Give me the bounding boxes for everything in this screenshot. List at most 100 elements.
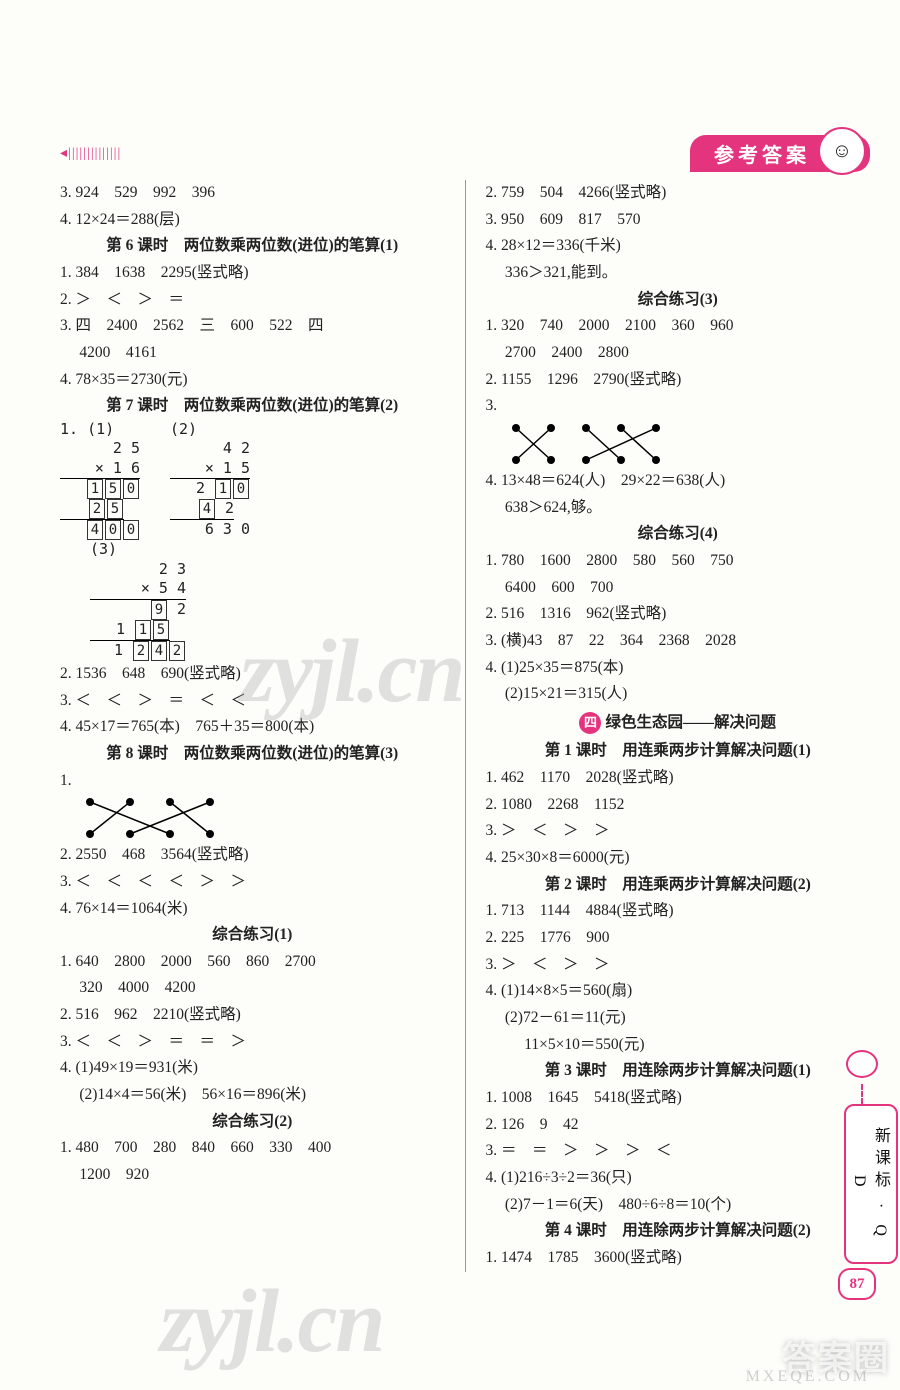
calc-label: (2) <box>170 420 197 438</box>
mascot-icon: ☺ <box>818 127 866 175</box>
side-tab-label: 新课标 · Q D <box>844 1104 898 1264</box>
matching-diagram-4 <box>80 796 230 840</box>
unit-title: 四绿色生态园——解决问题 <box>486 710 871 737</box>
footer-url: MXEQE.COM <box>746 1368 870 1386</box>
answer-line: 1. 462 1170 2028(竖式略) <box>486 765 871 792</box>
page-number: 87 <box>838 1268 876 1300</box>
answer-line: 4. 76×14＝1064(米) <box>60 896 445 923</box>
answer-diagram-label: 1. <box>60 768 445 841</box>
calc-label: (3) <box>90 540 117 558</box>
answer-line: 3. ＞ ＜ ＞ ＞ <box>486 818 871 845</box>
answer-line: 1. 640 2800 2000 560 860 2700 <box>60 949 445 976</box>
answer-line: 2. 516 962 2210(竖式略) <box>60 1002 445 1029</box>
section-title: 综合练习(3) <box>486 287 871 314</box>
watermark: zyjl.cn <box>160 1270 383 1373</box>
calc-partial: 9 2 <box>90 600 186 620</box>
calc-block-1: 1. (1) 2 5 × 1 6 150 25 400 <box>60 420 140 541</box>
answer-line: 3. 四 2400 2562 三 600 522 四 <box>60 313 445 340</box>
calc-mult: × 1 5 <box>170 459 250 480</box>
calc-top: 4 2 <box>170 439 250 459</box>
answer-line: 336＞321,能到。 <box>486 260 871 287</box>
calc-partial: 150 <box>60 479 140 499</box>
left-column: 3. 924 529 992 396 4. 12×24＝288(层) 第 6 课… <box>60 180 459 1272</box>
answer-line: 2. 1536 648 690(竖式略) <box>60 661 445 688</box>
answer-line: 4. (1)14×8×5＝560(扇) <box>486 978 871 1005</box>
answer-line: 2700 2400 2800 <box>486 340 871 367</box>
answer-line: 1. 1474 1785 3600(竖式略) <box>486 1245 871 1272</box>
calc-top: 2 3 <box>90 560 186 580</box>
answer-line: 2. 225 1776 900 <box>486 925 871 952</box>
calc-partial: 1 15 <box>90 620 170 641</box>
answer-line: 4. 28×12＝336(千米) <box>486 233 871 260</box>
header-ornament: ◂|||||||||||||| <box>60 145 121 162</box>
answer-line: 4. 78×35＝2730(元) <box>60 367 445 394</box>
header: ◂|||||||||||||| 参考答案 ☺ <box>60 135 870 169</box>
calc-partial: 2 10 <box>170 479 250 499</box>
matching-diagram-5 <box>506 422 676 466</box>
answer-line: 2. 126 9 42 <box>486 1112 871 1139</box>
calc-top: 2 5 <box>60 439 140 459</box>
calc-sum: 1 242 <box>90 641 186 661</box>
answer-line: 3. ＞ ＜ ＞ ＞ <box>486 952 871 979</box>
answer-line: 11×5×10＝550(元) <box>486 1032 871 1059</box>
unit-badge: 四 <box>579 712 601 734</box>
answer-line: 2. ＞ ＜ ＞ ＝ <box>60 287 445 314</box>
answer-line: (2)14×4＝56(米) 56×16＝896(米) <box>60 1082 445 1109</box>
answer-line: 6400 600 700 <box>486 575 871 602</box>
answer-line: 320 4000 4200 <box>60 975 445 1002</box>
answer-diagram-label: 3. <box>486 393 871 466</box>
answer-line: 2. 516 1316 962(竖式略) <box>486 601 871 628</box>
calc-row: 1. (1) 2 5 × 1 6 150 25 400 (2) 4 2 × 1 … <box>60 420 445 541</box>
calc-block-3: (3) 2 3 × 5 4 9 2 1 15 1 242 <box>90 540 445 661</box>
answer-line: 4. 13×48＝624(人) 29×22＝638(人) <box>486 468 871 495</box>
content-columns: 3. 924 529 992 396 4. 12×24＝288(层) 第 6 课… <box>60 180 870 1272</box>
answer-line: 4. 12×24＝288(层) <box>60 207 445 234</box>
calc-block-2: (2) 4 2 × 1 5 2 10 4 2 6 3 0 <box>170 420 250 540</box>
answer-line: 1. 320 740 2000 2100 360 960 <box>486 313 871 340</box>
answer-line: 3. ＜ ＜ ＞ ＝ ＜ ＜ <box>60 688 445 715</box>
answer-line: 1. 713 1144 4884(竖式略) <box>486 898 871 925</box>
section-title: 第 2 课时 用连乘两步计算解决问题(2) <box>486 872 871 899</box>
answer-line: 2. 1080 2268 1152 <box>486 792 871 819</box>
calc-mult: × 1 6 <box>60 459 140 480</box>
answer-line: 3. ＜ ＜ ＜ ＜ ＞ ＞ <box>60 869 445 896</box>
section-title: 第 7 课时 两位数乘两位数(进位)的笔算(2) <box>60 393 445 420</box>
column-divider <box>465 180 466 1272</box>
section-title: 第 1 课时 用连乘两步计算解决问题(1) <box>486 738 871 765</box>
calc-partial: 25 <box>60 499 124 520</box>
answer-line: 3. ＜ ＜ ＞ ＝ ＝ ＞ <box>60 1029 445 1056</box>
section-title: 综合练习(2) <box>60 1109 445 1136</box>
calc-sum: 6 3 0 <box>170 520 250 540</box>
answer-line: 3. 950 609 817 570 <box>486 207 871 234</box>
answer-line: 4200 4161 <box>60 340 445 367</box>
answer-line: 1200 920 <box>60 1162 445 1189</box>
calc-sum: 400 <box>60 520 140 540</box>
answer-key-page: ◂|||||||||||||| 参考答案 ☺ 3. 924 529 992 39… <box>0 0 900 1390</box>
answer-line: 1. 780 1600 2800 580 560 750 <box>486 548 871 575</box>
answer-line: 2. 759 504 4266(竖式略) <box>486 180 871 207</box>
answer-line: 3. (横)43 87 22 364 2368 2028 <box>486 628 871 655</box>
section-title: 第 3 课时 用连除两步计算解决问题(1) <box>486 1058 871 1085</box>
section-title: 第 6 课时 两位数乘两位数(进位)的笔算(1) <box>60 233 445 260</box>
answer-line: 4. (1)216÷3÷2＝36(只) <box>486 1165 871 1192</box>
answer-line: 2. 1155 1296 2790(竖式略) <box>486 367 871 394</box>
section-title: 第 8 课时 两位数乘两位数(进位)的笔算(3) <box>60 741 445 768</box>
answer-line: 1. 480 700 280 840 660 330 400 <box>60 1135 445 1162</box>
calc-label: 1. (1) <box>60 420 114 438</box>
answer-line: 4. (1)49×19＝931(米) <box>60 1055 445 1082</box>
answer-line: 1. 1008 1645 5418(竖式略) <box>486 1085 871 1112</box>
right-column: 2. 759 504 4266(竖式略) 3. 950 609 817 570 … <box>472 180 871 1272</box>
answer-line: 4. 25×30×8＝6000(元) <box>486 845 871 872</box>
side-tab: 新课标 · Q D <box>844 1050 880 1264</box>
section-title: 综合练习(4) <box>486 521 871 548</box>
calc-mult: × 5 4 <box>90 579 186 600</box>
answer-line: (2)7－1＝6(天) 480÷6÷8＝10(个) <box>486 1192 871 1219</box>
answer-line: 3. ＝ ＝ ＞ ＞ ＞ ＜ <box>486 1138 871 1165</box>
answer-line: 638＞624,够。 <box>486 495 871 522</box>
section-title: 综合练习(1) <box>60 922 445 949</box>
mascot-small-icon <box>846 1050 878 1078</box>
answer-line: (2)72－61＝11(元) <box>486 1005 871 1032</box>
answer-line: 1. 384 1638 2295(竖式略) <box>60 260 445 287</box>
calc-partial: 4 2 <box>170 499 234 520</box>
answer-line: 4. (1)25×35＝875(本) <box>486 655 871 682</box>
